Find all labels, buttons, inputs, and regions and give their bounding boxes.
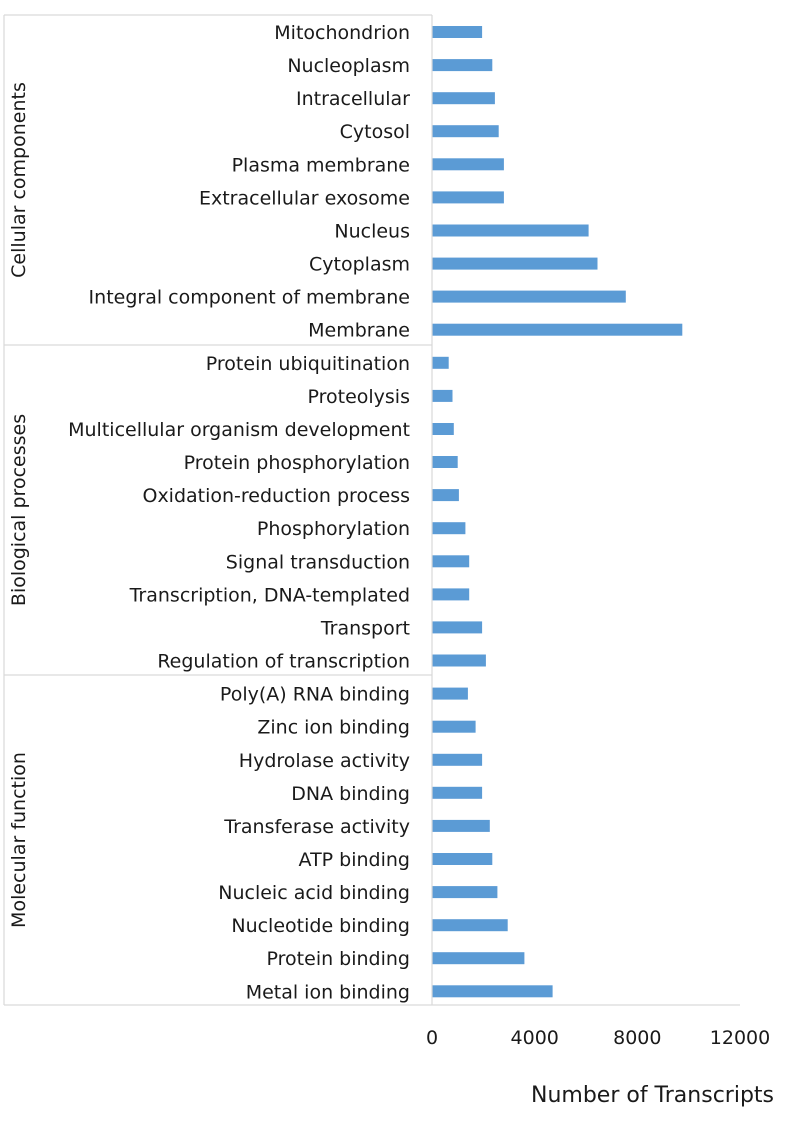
bar bbox=[432, 886, 498, 899]
bar bbox=[432, 456, 458, 468]
bar bbox=[432, 489, 459, 502]
category-label: Extracellular exosome bbox=[199, 187, 410, 209]
bar bbox=[432, 290, 626, 303]
x-tick-label: 4000 bbox=[511, 1027, 559, 1049]
group-label: Biological processes bbox=[8, 414, 30, 606]
bar bbox=[432, 59, 493, 72]
bar bbox=[432, 323, 683, 336]
bar bbox=[432, 522, 466, 535]
bar bbox=[432, 224, 589, 237]
bar bbox=[432, 257, 598, 270]
category-label: Nucleoplasm bbox=[287, 55, 410, 77]
category-label: Multicellular organism development bbox=[68, 419, 410, 441]
category-label: Transcription, DNA-templated bbox=[129, 584, 410, 606]
category-label: Intracellular bbox=[296, 88, 410, 110]
category-label: DNA binding bbox=[291, 783, 410, 805]
x-tick-label: 12000 bbox=[710, 1027, 770, 1049]
category-label: Cytosol bbox=[340, 121, 410, 143]
bar bbox=[432, 26, 483, 38]
category-label: Nucleus bbox=[334, 221, 410, 243]
x-axis-title: Number of Transcripts bbox=[531, 1083, 774, 1108]
category-label: Proteolysis bbox=[307, 386, 410, 408]
group-label: Molecular function bbox=[8, 752, 30, 928]
bar bbox=[432, 191, 504, 204]
category-label: ATP binding bbox=[299, 849, 410, 871]
category-label: Transferase activity bbox=[223, 816, 410, 838]
category-label: Nucleic acid binding bbox=[218, 882, 410, 904]
category-label: Membrane bbox=[308, 320, 410, 342]
category-label: Zinc ion binding bbox=[257, 717, 410, 739]
category-label: Phosphorylation bbox=[257, 518, 410, 540]
category-label: Nucleotide binding bbox=[231, 915, 410, 937]
category-label: Protein phosphorylation bbox=[184, 452, 410, 474]
bar bbox=[432, 720, 476, 733]
bar bbox=[432, 356, 449, 369]
bar bbox=[432, 125, 499, 138]
x-tick-label: 8000 bbox=[613, 1027, 661, 1049]
category-label: Hydrolase activity bbox=[239, 750, 410, 772]
category-label: Cytoplasm bbox=[309, 254, 410, 276]
category-label: Protein binding bbox=[267, 948, 410, 970]
bar bbox=[432, 423, 454, 435]
bar bbox=[432, 621, 483, 634]
bar bbox=[432, 555, 470, 568]
category-label: Integral component of membrane bbox=[89, 287, 410, 309]
category-label: Transport bbox=[320, 617, 410, 639]
category-label: Plasma membrane bbox=[232, 154, 410, 176]
bar bbox=[432, 952, 525, 965]
category-label: Regulation of transcription bbox=[157, 651, 410, 673]
bar bbox=[432, 588, 470, 601]
category-label: Signal transduction bbox=[226, 551, 410, 573]
bar bbox=[432, 819, 490, 832]
bar bbox=[432, 786, 483, 799]
category-label: Metal ion binding bbox=[246, 981, 410, 1003]
bar bbox=[432, 92, 495, 105]
bar bbox=[432, 753, 483, 766]
bar bbox=[432, 919, 508, 932]
category-label: Protein ubiquitination bbox=[206, 353, 410, 375]
category-label: Mitochondrion bbox=[274, 22, 410, 44]
bar bbox=[432, 853, 493, 865]
x-tick-label: 0 bbox=[426, 1027, 438, 1049]
group-label: Cellular components bbox=[8, 82, 30, 278]
bar bbox=[432, 687, 468, 700]
bar bbox=[432, 158, 504, 171]
category-label: Oxidation-reduction process bbox=[142, 485, 410, 507]
category-label: Poly(A) RNA binding bbox=[220, 684, 410, 706]
bar bbox=[432, 985, 553, 998]
bar bbox=[432, 654, 486, 667]
bar bbox=[432, 389, 453, 402]
